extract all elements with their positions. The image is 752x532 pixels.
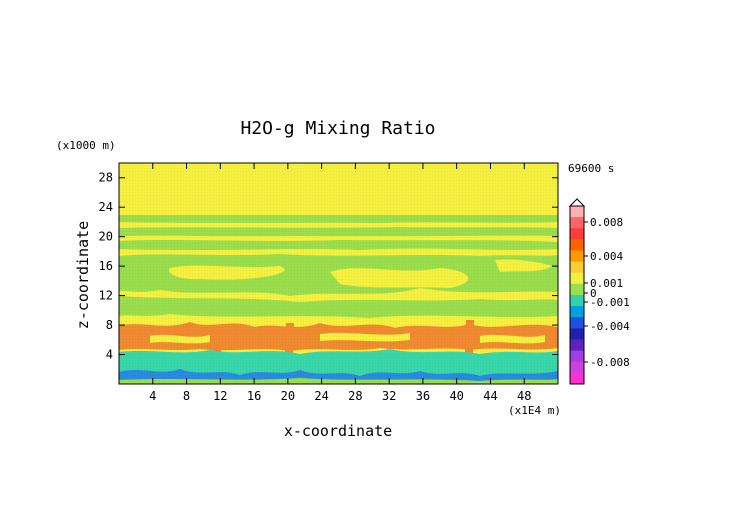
colorbar-swatch [570, 328, 584, 340]
y-axis: 4 8 12 16 20 24 28 [99, 171, 558, 362]
x-tick-label: 32 [382, 389, 396, 403]
colorbar-label: 0.001 [590, 277, 623, 290]
y-tick-label: 24 [99, 200, 113, 214]
colorbar-frame [569, 205, 585, 385]
y-unit-label: (x1000 m) [56, 139, 116, 152]
x-tick-label: 44 [483, 389, 497, 403]
colorbar-swatch [570, 217, 584, 229]
y-tick-label: 12 [99, 289, 113, 303]
field-grid-texture [119, 163, 558, 384]
chart-title: H2O-g Mixing Ratio [240, 118, 435, 139]
colorbar-swatch [570, 206, 584, 218]
x-axis-label: x-coordinate [284, 422, 392, 440]
colorbar-label: -0.001 [590, 296, 630, 309]
x-tick-label: 8 [183, 389, 190, 403]
colorbar-label: 0.008 [590, 216, 623, 229]
colorbar-swatch [570, 317, 584, 329]
y-tick-label: 8 [106, 318, 113, 332]
x-tick-label: 12 [213, 389, 227, 403]
x-unit-label: (x1E4 m) [508, 404, 561, 417]
colorbar-swatch [570, 306, 584, 318]
y-tick-label: 20 [99, 230, 113, 244]
colorbar-swatch [570, 361, 584, 374]
x-tick-label: 48 [517, 389, 531, 403]
colorbar-swatch [570, 295, 584, 307]
colorbar-swatch [570, 250, 584, 263]
colorbar-swatch [570, 239, 584, 251]
x-axis: 4 8 12 16 20 24 28 32 36 40 44 48 [149, 163, 531, 403]
colorbar-swatch [570, 350, 584, 363]
x-tick-label: 28 [348, 389, 362, 403]
time-label: 69600 s [568, 162, 614, 175]
colorbar-swatch [570, 283, 584, 296]
x-tick-label: 24 [314, 389, 328, 403]
y-tick-label: 28 [99, 171, 113, 185]
colorbar-swatch [570, 261, 584, 274]
x-tick-label: 4 [149, 389, 156, 403]
colorbar-label: 0 [590, 287, 597, 300]
colorbar-swatch [570, 372, 584, 385]
y-tick-label: 4 [106, 348, 113, 362]
colorbar-swatch [570, 228, 584, 240]
heatmap-field [119, 163, 558, 384]
x-tick-label: 36 [416, 389, 430, 403]
y-axis-label: z-coordinate [74, 221, 92, 329]
colorbar-top-arrow [568, 198, 586, 207]
x-tick-label: 20 [281, 389, 295, 403]
colorbar-label: -0.004 [590, 320, 630, 333]
x-tick-label: 40 [449, 389, 463, 403]
y-tick-label: 16 [99, 259, 113, 273]
plot-frame [118, 162, 559, 385]
colorbar-swatch [570, 339, 584, 352]
colorbar-label: 0.004 [590, 250, 623, 263]
colorbar-swatch [570, 272, 584, 285]
x-tick-label: 16 [247, 389, 261, 403]
colorbar-label: -0.008 [590, 356, 630, 369]
